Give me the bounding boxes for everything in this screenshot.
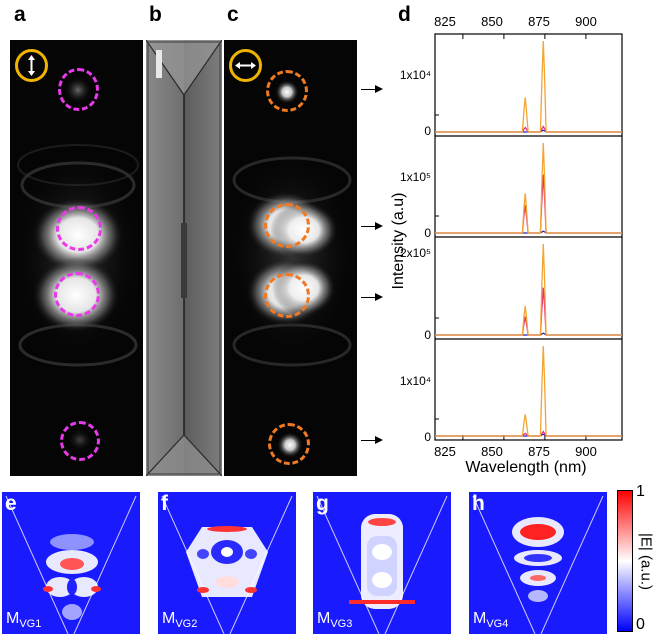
top-xtick-label-875: 875 (528, 14, 550, 29)
mode-label-h: MVG4 (473, 609, 509, 630)
bottom-xtick-label-850: 850 (481, 444, 503, 459)
sem-image-b (146, 40, 222, 476)
top-xtick-label-900: 900 (575, 14, 597, 29)
y-axis-title: Intensity (a.u) (390, 192, 407, 290)
panel-label-a: a (14, 3, 26, 26)
spectrum-line-sub2-series1 (435, 142, 622, 234)
dashed-circle-lower-middle-c (264, 273, 310, 318)
field-pattern-f (161, 495, 293, 634)
panel-label-b: b (149, 3, 162, 26)
spectrum-line-sub3-series1 (435, 243, 622, 336)
ytick-label-sub2-top: 1x10⁵ (400, 170, 431, 184)
bottom-xtick-label-875: 875 (528, 444, 550, 459)
ytick-label-sub4-zero: 0 (424, 430, 431, 444)
spectrum-line-sub4-series1 (435, 345, 622, 437)
bottom-xtick-label-825: 825 (434, 444, 456, 459)
dashed-circle-lower-middle-a (54, 272, 100, 317)
field-map-h: h MVG4 (469, 492, 607, 634)
spectrum-line-sub1-series1 (435, 40, 622, 133)
field-pattern-h (472, 495, 604, 634)
ytick-label-sub4-top: 1x10⁴ (399, 374, 431, 388)
nanowire-structure (146, 40, 222, 476)
ytick-label-sub3-zero: 0 (424, 328, 431, 342)
ytick-label-sub2-zero: 0 (424, 226, 431, 240)
colorbar-max-label: 1 (636, 483, 645, 500)
panel-label-f: f (161, 492, 168, 515)
dashed-circle-upper-middle-c (264, 203, 310, 248)
dashed-circle-top-a (58, 68, 99, 111)
polarizer-indicator-c (229, 49, 262, 82)
colorbar-title: |E| (a.u.) (637, 533, 655, 590)
horizontal-arrow-icon (235, 62, 256, 69)
bottom-xtick-label-900: 900 (575, 444, 597, 459)
dashed-circle-top-c (266, 70, 308, 112)
colorbar (617, 490, 633, 632)
field-map-g: g MVG3 (313, 492, 451, 634)
colorbar-min-label: 0 (636, 616, 645, 633)
mode-label-e: MVG1 (6, 609, 42, 630)
dashed-circle-upper-middle-a (56, 206, 102, 251)
mode-label-f: MVG2 (162, 609, 198, 630)
mode-label-g: MVG3 (317, 609, 353, 630)
vertical-arrow-icon (28, 55, 35, 76)
panel-label-h: h (472, 492, 485, 515)
dashed-circle-bottom-c (268, 423, 310, 465)
field-pattern-g (316, 495, 448, 634)
panel-label-g: g (316, 492, 329, 515)
panel-label-e: e (5, 492, 17, 515)
emission-image-a (10, 40, 143, 476)
ytick-label-sub3-top: 2x10⁵ (400, 246, 431, 260)
ytick-label-sub1-zero: 0 (424, 124, 431, 138)
spectrum-line-sub2-series2 (435, 174, 622, 234)
top-xtick-label-825: 825 (434, 14, 456, 29)
polarizer-indicator-a (15, 49, 48, 82)
field-map-f: f MVG2 (158, 492, 296, 634)
x-axis-title: Wavelength (nm) (465, 459, 587, 476)
panel-label-c: c (227, 3, 239, 26)
field-map-e: e MVG1 (2, 492, 140, 634)
spectrum-line-sub3-series2 (435, 287, 622, 336)
top-xtick-label-850: 850 (481, 14, 503, 29)
dashed-circle-bottom-a (60, 421, 100, 461)
ytick-label-sub1-top: 1x10⁴ (399, 68, 431, 82)
panel-label-d: d (398, 3, 411, 26)
emission-image-c (224, 40, 357, 476)
spectra-chart (434, 33, 623, 441)
field-pattern-e (5, 495, 137, 634)
